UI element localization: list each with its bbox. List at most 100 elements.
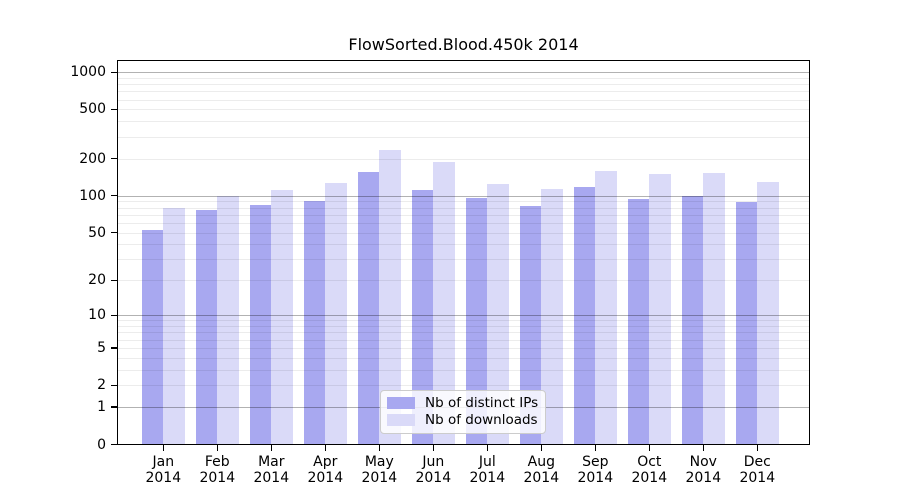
y-tick-label: 200 (79, 150, 106, 167)
bar-downloads-apr (325, 183, 348, 445)
gridline-minor (117, 136, 810, 138)
x-tick-month: Aug (527, 453, 555, 470)
x-tick-year: 2014 (307, 469, 344, 486)
bar-distinct-ips-apr (303, 200, 326, 445)
gridline-minor (117, 214, 810, 216)
x-tick-year: 2014 (631, 469, 668, 486)
gridline-minor (117, 320, 810, 322)
legend-item-distinct-ips: Nb of distinct IPs (387, 395, 539, 412)
legend: Nb of distinct IPs Nb of downloads (380, 389, 546, 434)
gridline-minor (117, 99, 810, 101)
bar-distinct-ips-oct (627, 199, 650, 445)
grid-layer (117, 60, 810, 445)
x-tick-label-aug: Aug 2014 (509, 454, 573, 486)
y-tick-mark (111, 231, 117, 234)
gridline-minor (117, 357, 810, 359)
gridline-major (117, 315, 810, 317)
x-tick-year: 2014 (577, 469, 614, 486)
x-tick-label-oct: Oct 2014 (617, 454, 681, 486)
x-tick-label-feb: Feb 2014 (185, 454, 249, 486)
bar-downloads-nov (703, 173, 726, 445)
x-tick-month: Nov (689, 453, 717, 470)
bars-layer (117, 60, 810, 445)
y-tick-mark (111, 158, 117, 160)
gridline-minor (117, 84, 810, 86)
gridline-minor (117, 280, 810, 282)
x-tick-label-sep: Sep 2014 (563, 454, 627, 486)
x-tick-label-apr: Apr 2014 (293, 454, 357, 486)
y-tick-mark (111, 279, 117, 282)
x-tick-label-dec: Dec 2014 (725, 454, 789, 486)
plot-border (117, 59, 810, 445)
gridline-minor (117, 121, 810, 123)
gridline-minor (117, 259, 810, 261)
gridline-minor (117, 91, 810, 93)
x-tick-mark (756, 444, 758, 451)
chart-title: FlowSorted.Blood.450k 2014 (348, 35, 579, 54)
y-tick-label: 1 (97, 399, 106, 416)
legend-swatch-distinct-ips (387, 397, 415, 409)
bar-distinct-ips-feb (195, 209, 218, 445)
x-tick-year: 2014 (145, 469, 182, 486)
x-tick-mark (648, 444, 650, 451)
bar-downloads-dec (757, 181, 780, 445)
x-tick-mark (216, 444, 218, 451)
y-tick-mark (111, 314, 117, 316)
x-tick-mark (270, 444, 272, 451)
y-tick-mark (111, 406, 117, 408)
bar-distinct-ips-jan (141, 229, 164, 445)
gridline-minor (117, 109, 810, 111)
x-tick-month: Oct (637, 453, 662, 470)
y-tick-label: 500 (79, 101, 106, 118)
x-tick-label-jan: Jan 2014 (131, 454, 195, 486)
x-tick-year: 2014 (469, 469, 506, 486)
x-tick-month: Jan (152, 453, 175, 470)
x-tick-mark (378, 444, 380, 451)
y-tick-label: 50 (88, 224, 106, 241)
gridline-minor (117, 326, 810, 328)
y-tick-mark (111, 195, 117, 197)
x-tick-year: 2014 (253, 469, 290, 486)
y-tick-label: 100 (79, 187, 106, 204)
x-tick-mark (162, 444, 164, 451)
gridline-minor (117, 201, 810, 203)
y-tick-label: 5 (97, 339, 106, 356)
x-tick-month: Jun (422, 453, 445, 470)
x-tick-year: 2014 (685, 469, 722, 486)
x-tick-year: 2014 (361, 469, 398, 486)
gridline-minor (117, 385, 810, 387)
y-tick-label: 20 (88, 272, 106, 289)
x-tick-month: Jul (478, 453, 496, 470)
bar-distinct-ips-sep (573, 186, 596, 445)
x-tick-mark (324, 444, 326, 451)
y-tick-mark (111, 443, 117, 446)
y-tick-label: 0 (97, 436, 106, 453)
bar-distinct-ips-nov (681, 195, 704, 445)
x-tick-mark (702, 444, 704, 451)
y-tick-label: 10 (88, 307, 106, 324)
legend-swatch-downloads (387, 414, 415, 426)
gridline-minor (117, 77, 810, 79)
gridline-major (117, 72, 810, 74)
legend-item-downloads: Nb of downloads (387, 412, 539, 429)
bar-distinct-ips-may (357, 172, 380, 445)
x-tick-label-jun: Jun 2014 (401, 454, 465, 486)
bar-distinct-ips-dec (735, 202, 758, 445)
gridline-minor (117, 158, 810, 160)
plot-area: Nb of distinct IPs Nb of downloads (117, 59, 810, 445)
gridline-minor (117, 347, 810, 349)
x-tick-mark (594, 444, 596, 451)
x-tick-year: 2014 (523, 469, 560, 486)
x-tick-month: Apr (313, 453, 338, 470)
x-tick-month: Sep (582, 453, 609, 470)
y-tick-label: 2 (97, 377, 106, 394)
gridline-minor (117, 369, 810, 371)
x-tick-label-may: May 2014 (347, 454, 411, 486)
y-tick-label: 1000 (70, 64, 106, 81)
bar-downloads-sep (595, 171, 618, 445)
bar-downloads-feb (217, 195, 240, 445)
y-tick-mark (111, 71, 117, 73)
x-tick-month: Feb (204, 453, 230, 470)
x-tick-label-nov: Nov 2014 (671, 454, 735, 486)
